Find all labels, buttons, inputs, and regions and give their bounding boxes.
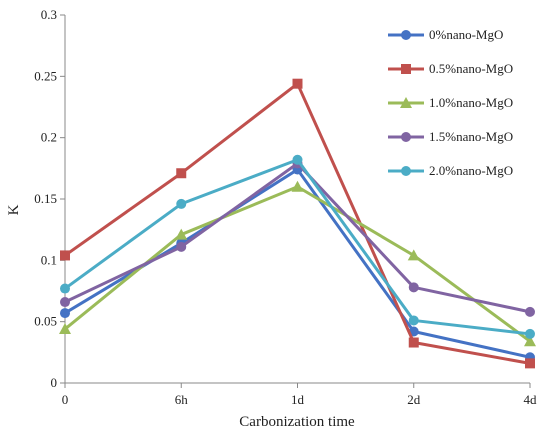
data-point [408,282,419,293]
series-line [64,82,531,365]
y-tick-label: 0.3 [41,7,57,22]
series-layer [59,78,536,369]
data-point [407,249,420,261]
legend-item: 1.5%nano-MgO [388,129,513,144]
x-tick-label: 2d [407,392,421,407]
axes: 0 0.05 0.1 0.15 0.2 0.25 0.3 0 6h 1d 2d 4d [34,7,537,407]
legend-item: 0.5%nano-MgO [388,61,513,76]
y-tick-label: 0.25 [34,68,57,83]
y-tick-label: 0.15 [34,191,57,206]
data-point [525,306,535,317]
data-point [292,78,303,89]
data-point [60,250,70,261]
data-point [525,328,535,339]
x-tick-label: 0 [62,392,69,407]
data-point [60,308,70,319]
legend: 0%nano-MgO 0.5%nano-MgO 1.0%nano-MgO 1.5%na… [388,27,513,178]
data-point [60,297,70,308]
data-point [408,337,419,348]
legend-label: 0%nano-MgO [429,27,503,42]
y-tick-label: 0.2 [41,130,57,145]
series-line [64,168,531,359]
data-point [60,283,70,294]
data-point [291,180,304,192]
legend-item: 0%nano-MgO [388,27,503,42]
data-point [175,228,188,240]
data-point [176,198,187,209]
data-point [59,323,71,335]
legend-swatch-marker [401,64,411,74]
legend-swatch-marker [400,97,412,108]
data-point [176,241,187,252]
series-4 [60,154,535,339]
data-point [292,154,303,165]
legend-label: 1.5%nano-MgO [429,129,513,144]
legend-swatch-marker [401,30,411,40]
y-axis-title: K [6,204,22,215]
legend-label: 1.0%nano-MgO [429,95,513,110]
x-axis-title: Carbonization time [239,414,355,430]
legend-swatch-marker [401,166,411,176]
legend-label: 0.5%nano-MgO [429,61,513,76]
legend-label: 2.0%nano-MgO [429,163,513,178]
legend-swatch-marker [401,132,411,142]
data-point [524,335,536,347]
series-2 [59,180,536,347]
legend-item: 1.0%nano-MgO [388,95,513,110]
series-1 [60,78,535,369]
legend-item: 2.0%nano-MgO [388,163,513,178]
y-tick-label: 0.05 [34,314,57,329]
series-line [64,185,531,343]
x-tick-label: 1d [291,392,305,407]
x-tick-label: 6h [175,392,189,407]
x-tick-label: 4d [524,392,538,407]
data-point [525,358,535,369]
series-0 [60,164,535,363]
y-tick-label: 0 [51,375,58,390]
y-tick-label: 0.1 [41,252,57,267]
data-point [408,315,419,326]
data-point [176,168,187,179]
